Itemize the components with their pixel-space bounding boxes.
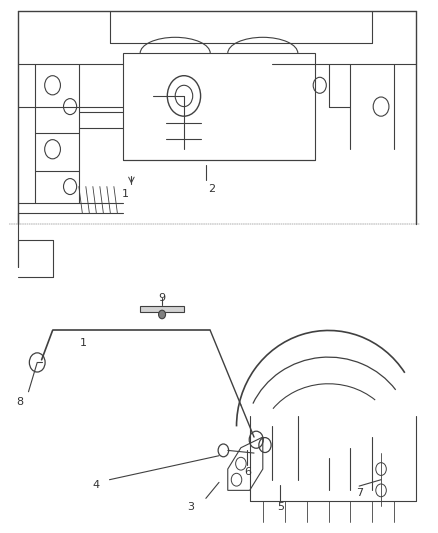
Polygon shape: [123, 53, 315, 160]
Text: 1: 1: [80, 338, 87, 349]
Polygon shape: [140, 306, 184, 312]
Text: 7: 7: [356, 488, 363, 498]
Text: 6: 6: [244, 467, 251, 477]
Text: 9: 9: [159, 294, 166, 303]
Text: 4: 4: [93, 480, 100, 490]
Text: 5: 5: [277, 503, 284, 512]
Text: 1: 1: [121, 189, 128, 199]
Polygon shape: [228, 437, 263, 490]
Text: 2: 2: [208, 184, 215, 194]
Text: 8: 8: [16, 398, 23, 407]
Circle shape: [159, 310, 166, 319]
Text: 3: 3: [187, 503, 194, 512]
